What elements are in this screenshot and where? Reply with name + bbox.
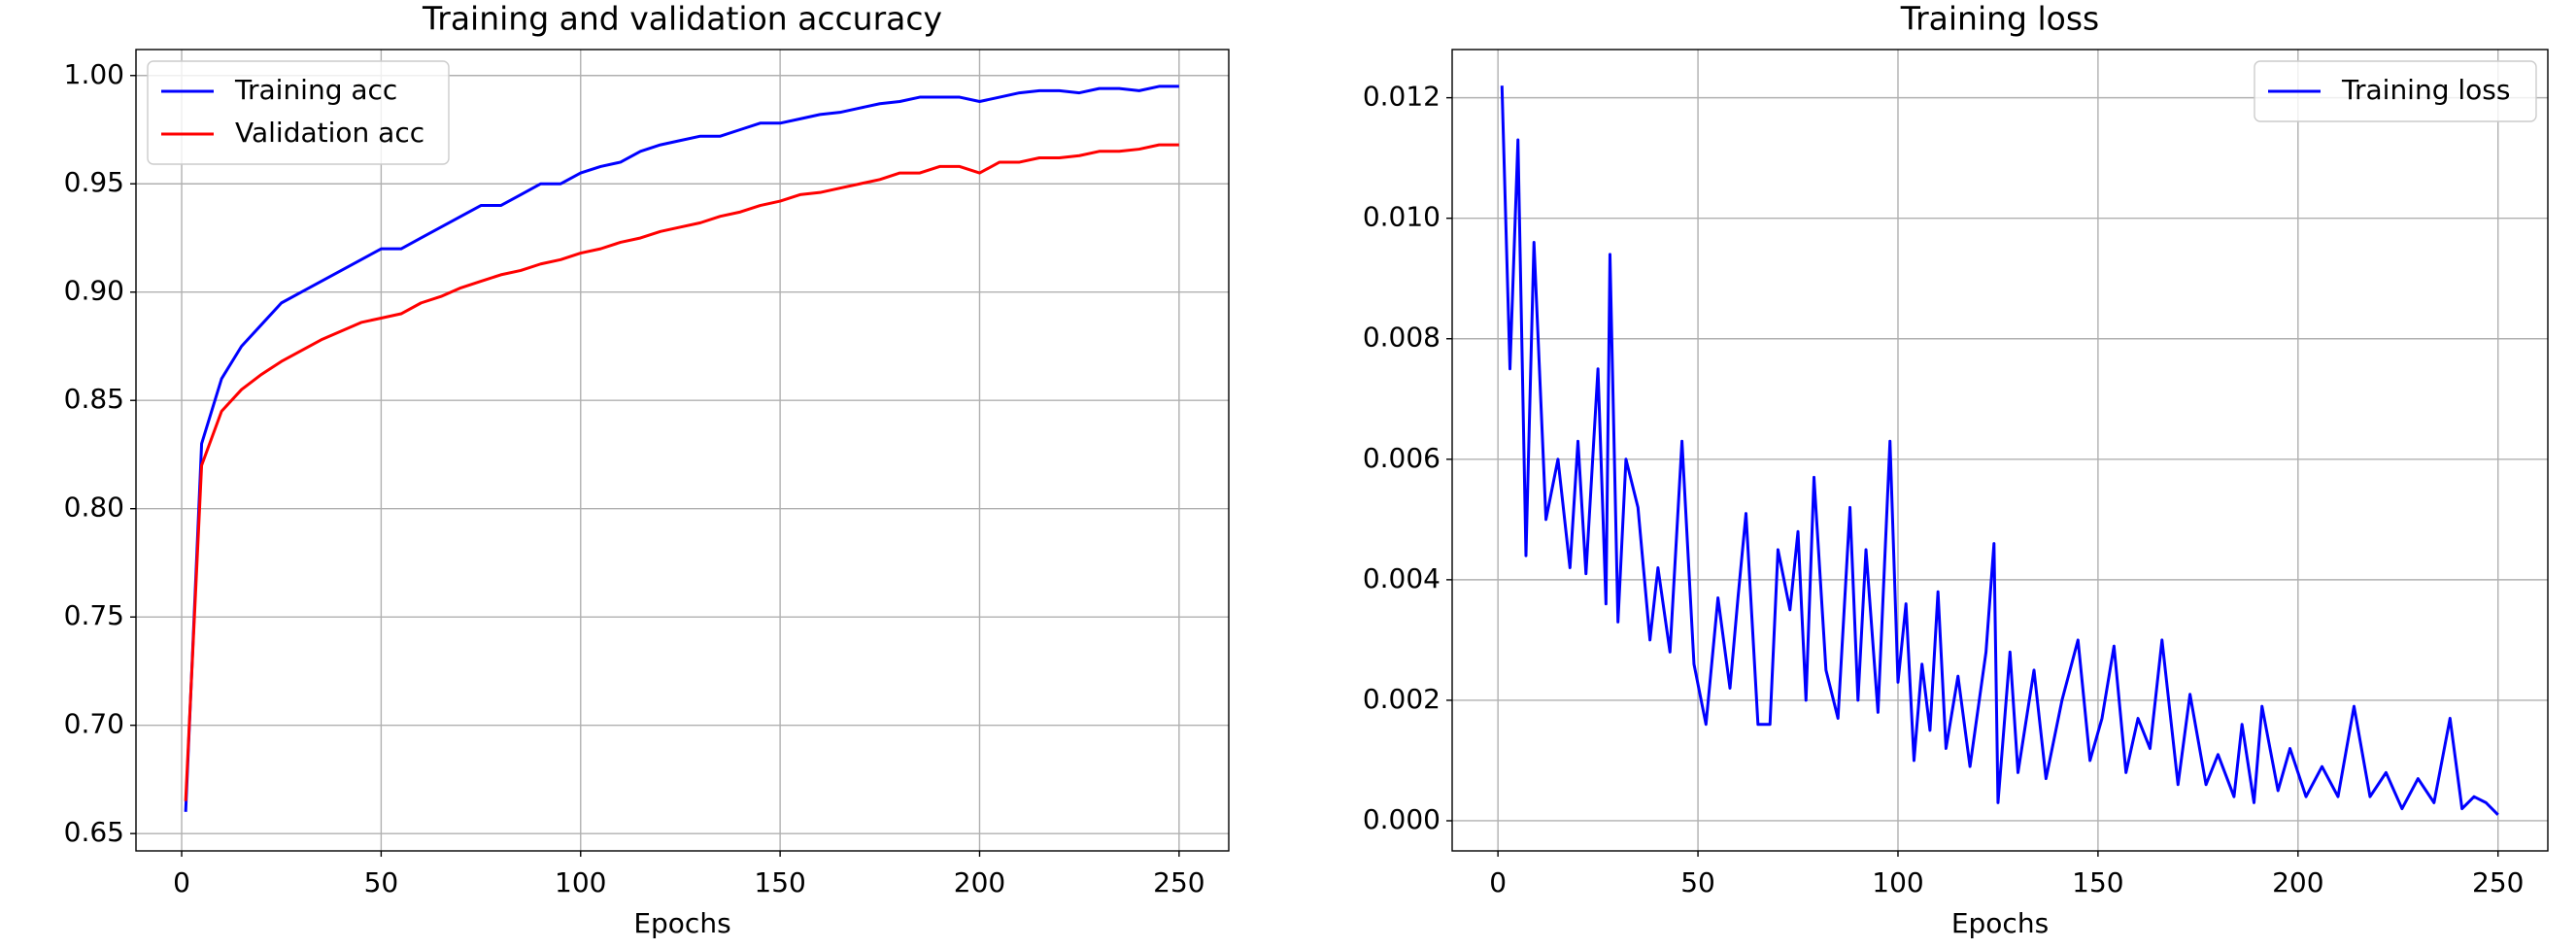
y-tick-label: 0.008 xyxy=(1363,322,1441,354)
y-tick-label: 0.90 xyxy=(64,275,124,307)
y-tick-label: 0.75 xyxy=(64,599,124,631)
y-tick-label: 0.000 xyxy=(1363,803,1441,835)
x-tick-label: 200 xyxy=(954,866,1005,898)
legend-box xyxy=(147,60,450,165)
x-axis-label: Epochs xyxy=(1951,907,2049,939)
axes-frame xyxy=(1451,49,2549,852)
series-line xyxy=(184,143,1179,801)
y-tick-label: 0.010 xyxy=(1363,201,1441,233)
series-line xyxy=(1500,85,2499,816)
x-tick-label: 0 xyxy=(173,866,190,898)
y-tick-label: 0.65 xyxy=(64,816,124,848)
x-tick-label: 100 xyxy=(555,866,606,898)
x-tick-label: 50 xyxy=(1680,866,1715,898)
chart: Training and validation accuracy Epochs 0 5… xyxy=(64,0,1230,939)
chart: Training loss Epochs 0 50 100 150 200 250 0.000 0… xyxy=(1363,0,2549,939)
x-tick-label: 150 xyxy=(754,866,805,898)
chart-title: Training loss xyxy=(1900,0,2099,38)
y-tick-label: 0.80 xyxy=(64,491,124,524)
x-axis-label: Epochs xyxy=(633,907,730,939)
y-tick-label: 0.004 xyxy=(1363,562,1441,594)
y-tick-label: 0.95 xyxy=(64,166,124,198)
x-tick-label: 250 xyxy=(2472,866,2524,898)
x-tick-label: 50 xyxy=(364,866,399,898)
x-tick-label: 100 xyxy=(1872,866,1923,898)
y-tick-label: 0.85 xyxy=(64,383,124,415)
legend-label: Training loss xyxy=(2341,74,2510,106)
y-tick-label: 0.70 xyxy=(64,708,124,740)
y-tick-label: 0.012 xyxy=(1363,81,1441,113)
x-tick-label: 250 xyxy=(1153,866,1204,898)
axes-frame xyxy=(135,49,1230,852)
x-tick-label: 200 xyxy=(2272,866,2323,898)
chart-title: Training and validation accuracy xyxy=(422,0,942,38)
series-line xyxy=(184,85,1179,812)
legend-label: Training acc xyxy=(234,74,397,106)
y-tick-label: 1.00 xyxy=(64,58,124,90)
y-tick-label: 0.006 xyxy=(1363,442,1441,474)
legend-box xyxy=(2254,60,2537,122)
y-tick-label: 0.002 xyxy=(1363,683,1441,715)
legend-label: Validation acc xyxy=(235,117,424,149)
x-tick-label: 150 xyxy=(2072,866,2123,898)
x-tick-label: 0 xyxy=(1489,866,1507,898)
